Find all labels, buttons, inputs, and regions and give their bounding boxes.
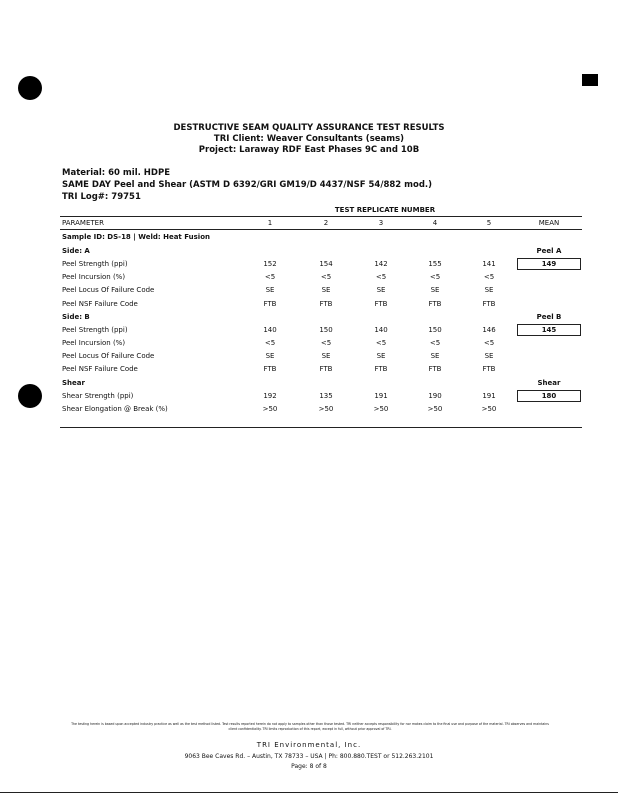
- column-header: 3: [378, 219, 384, 227]
- project: Project: Laraway RDF East Phases 9C and …: [198, 145, 420, 155]
- material: Material: 60 mil. HDPE: [62, 168, 171, 178]
- value: <5: [320, 273, 332, 282]
- value: SE: [484, 352, 494, 361]
- value: 135: [319, 391, 333, 400]
- punch-hole: [18, 76, 42, 100]
- value: FTB: [374, 299, 388, 308]
- parameter: Peel Strength (ppi): [62, 260, 128, 268]
- value: >50: [373, 404, 389, 413]
- value: FTB: [263, 299, 277, 308]
- value: 152: [263, 260, 277, 268]
- section-label: Side: A: [62, 247, 90, 255]
- parameter: Peel Strength (ppi): [62, 325, 128, 334]
- column-header: 2: [323, 219, 329, 227]
- rule: [60, 427, 582, 428]
- value: <5: [429, 339, 441, 347]
- mean-box: [517, 323, 581, 336]
- rule: [60, 216, 582, 217]
- value: FTB: [374, 365, 388, 374]
- value: 190: [428, 391, 442, 400]
- value: SE: [484, 286, 494, 295]
- title: DESTRUCTIVE SEAM QUALITY ASSURANCE TEST …: [173, 123, 445, 133]
- mean-box: [517, 389, 581, 402]
- value: FTB: [319, 365, 333, 374]
- value: <5: [375, 339, 387, 347]
- mean-value: 149: [541, 260, 557, 268]
- mean-label: Peel B: [536, 312, 562, 321]
- client: TRI Client: Weaver Consultants (seams): [213, 134, 405, 144]
- parameter: Peel NSF Failure Code: [62, 365, 138, 374]
- value: SE: [430, 352, 440, 361]
- parameter: Peel NSF Failure Code: [62, 299, 138, 308]
- value: FTB: [428, 365, 442, 374]
- value: >50: [427, 404, 443, 413]
- address: 9063 Bee Caves Rd. – Austin, TX 78733 – …: [184, 753, 434, 760]
- column-header: MEAN: [538, 219, 560, 227]
- disclaimer: The testing herein is based upon accepte…: [71, 722, 549, 731]
- value: 154: [319, 260, 333, 268]
- value: SE: [430, 286, 440, 295]
- scan-mark: [582, 74, 598, 86]
- value: 140: [263, 325, 277, 334]
- method: SAME DAY Peel and Shear (ASTM D 6392/GRI…: [62, 180, 433, 190]
- value: FTB: [482, 365, 496, 374]
- value: <5: [429, 273, 441, 282]
- value: <5: [375, 273, 387, 282]
- value: 140: [374, 325, 388, 334]
- value: <5: [264, 339, 276, 347]
- value: FTB: [482, 299, 496, 308]
- value: SE: [265, 286, 275, 295]
- parameter: Peel Locus Of Failure Code: [62, 352, 155, 361]
- section-label: Side: B: [62, 312, 90, 321]
- parameter: Peel Incursion (%): [62, 273, 126, 282]
- value: <5: [320, 339, 332, 347]
- value: <5: [483, 273, 495, 282]
- value: 150: [428, 325, 442, 334]
- mean-value: 145: [541, 325, 557, 334]
- log-number: TRI Log#: 79751: [62, 192, 141, 202]
- value: <5: [483, 339, 495, 347]
- value: SE: [376, 352, 386, 361]
- parameter: Shear Elongation @ Break (%): [62, 404, 168, 413]
- value: FTB: [263, 365, 277, 374]
- value: 191: [482, 391, 496, 400]
- mean-label: Peel A: [536, 247, 562, 255]
- punch-hole: [18, 384, 42, 408]
- mean-box: [517, 258, 581, 270]
- parameter: Shear Strength (ppi): [62, 391, 134, 400]
- section-label: Shear: [62, 378, 85, 387]
- value: 155: [428, 260, 442, 268]
- value: <5: [264, 273, 276, 282]
- value: 142: [374, 260, 388, 268]
- value: 191: [374, 391, 388, 400]
- value: SE: [265, 352, 275, 361]
- rule: [0, 792, 618, 793]
- parameter: Peel Locus Of Failure Code: [62, 286, 155, 295]
- page-number: Page: 8 of 8: [291, 763, 327, 770]
- value: SE: [376, 286, 386, 295]
- rule: [60, 229, 582, 230]
- value: 192: [263, 391, 277, 400]
- sample-id: Sample ID: DS-18 | Weld: Heat Fusion: [62, 233, 210, 241]
- column-header: 5: [486, 219, 492, 227]
- value: FTB: [428, 299, 442, 308]
- value: >50: [262, 404, 278, 413]
- value: 141: [482, 260, 496, 268]
- column-header: 1: [267, 219, 273, 227]
- column-header: PARAMETER: [62, 219, 104, 227]
- value: 146: [482, 325, 496, 334]
- group-header: TEST REPLICATE NUMBER: [334, 206, 436, 214]
- parameter: Peel Incursion (%): [62, 339, 126, 347]
- value: SE: [321, 352, 331, 361]
- column-header: 4: [432, 219, 438, 227]
- mean-value: 180: [541, 391, 557, 400]
- mean-label: Shear: [537, 378, 561, 387]
- company: TRI Environmental, Inc.: [256, 741, 362, 749]
- value: FTB: [319, 299, 333, 308]
- value: SE: [321, 286, 331, 295]
- value: >50: [481, 404, 497, 413]
- value: >50: [318, 404, 334, 413]
- value: 150: [319, 325, 333, 334]
